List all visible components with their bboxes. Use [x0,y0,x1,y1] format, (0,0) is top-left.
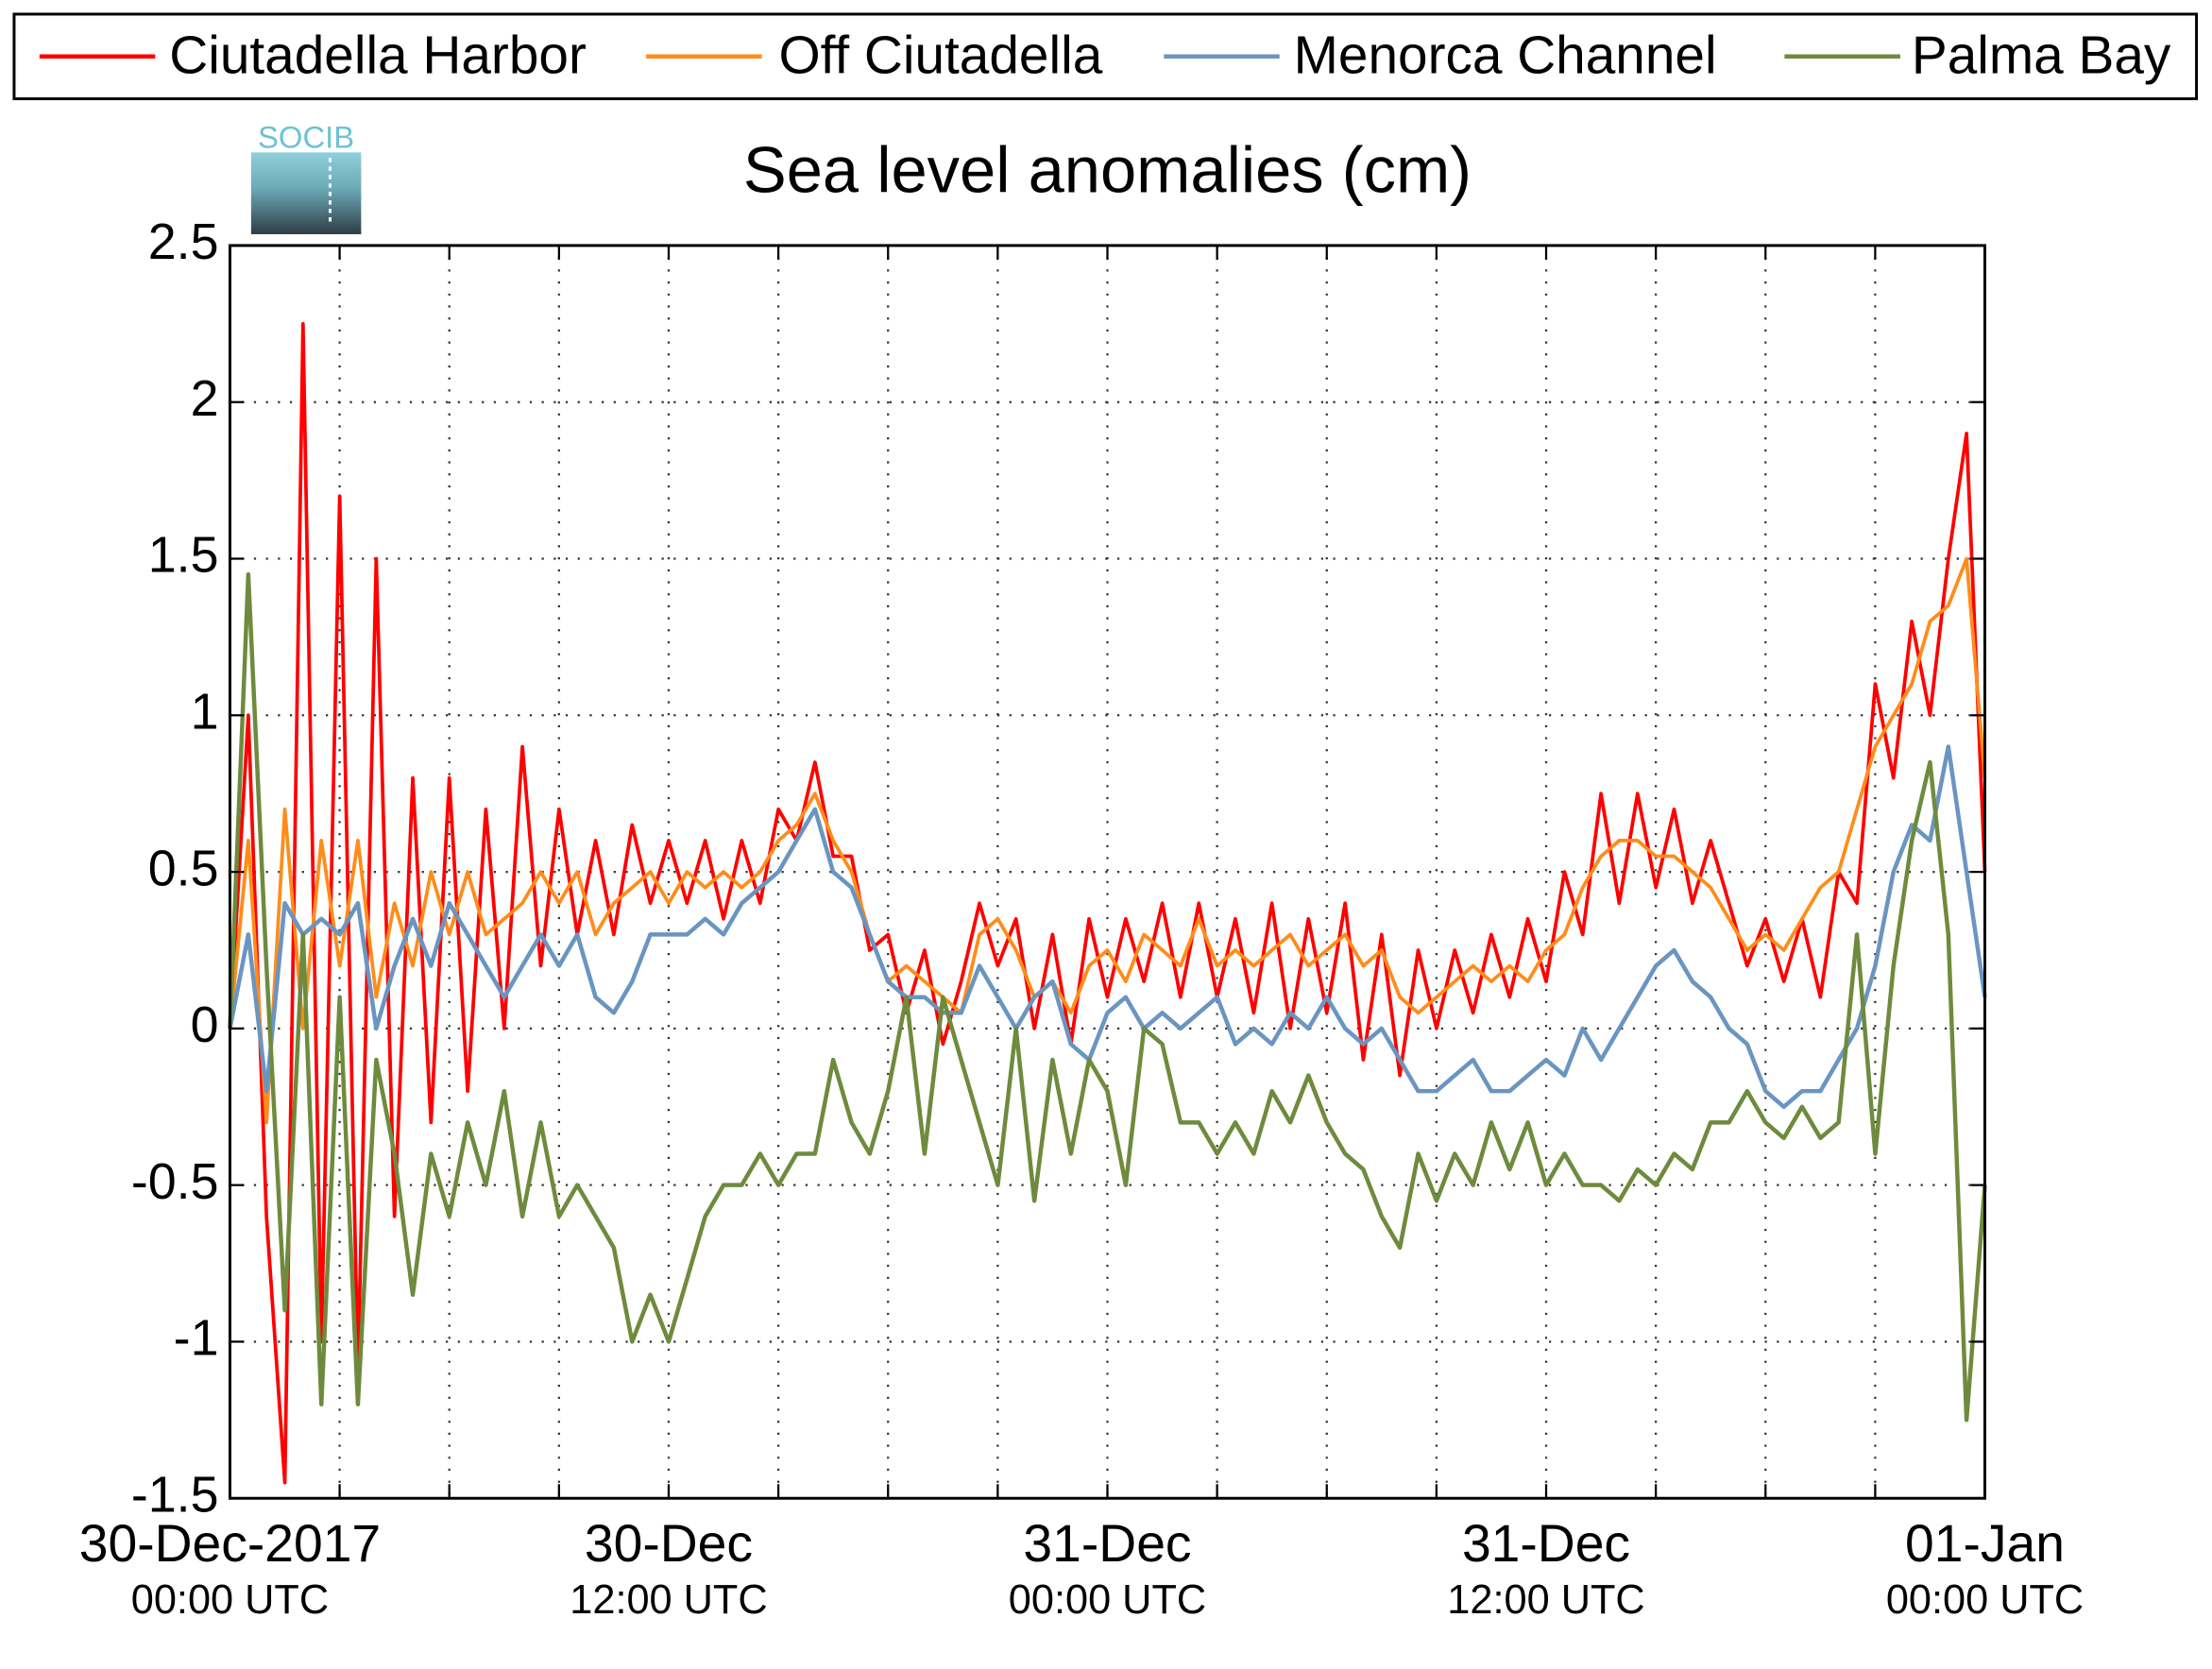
x-tick-sublabel: 00:00 UTC [131,1577,329,1623]
x-tick-label: 01-Jan [1905,1514,2065,1573]
x-tick-sublabel: 12:00 UTC [570,1577,767,1623]
chart-title: Sea level anomalies (cm) [743,133,1472,206]
legend: Ciutadella Harbor Off Ciutadella Menorca C… [39,26,2171,86]
y-tick-label: 0.5 [148,840,219,896]
data-line [228,556,1987,1125]
x-tick-sublabel: 00:00 UTC [1009,1577,1206,1623]
y-tick-label: -1 [174,1310,219,1367]
legend-label: Off Ciutadella [778,26,1102,86]
y-tick-label: 1 [191,683,219,740]
y-tick-label: -1.5 [131,1466,219,1523]
y-tick-label: 2 [191,370,219,427]
legend-label: Menorca Channel [1294,26,1717,86]
x-tick-sublabel: 12:00 UTC [1447,1577,1644,1623]
x-tick-label: 30-Dec [585,1514,753,1573]
y-tick-label: 2.5 [148,213,219,270]
legend-label: Ciutadella Harbor [169,26,587,86]
y-tick-label: 0 [191,996,219,1053]
y-tick-label: -0.5 [131,1153,219,1210]
data-line [228,321,1987,1485]
grid [229,244,1986,1500]
data-line [228,571,1987,1422]
logo-text: SOCIB [258,120,354,155]
y-tick-label: 1.5 [148,527,219,584]
legend-label: Palma Bay [1912,26,2171,86]
x-tick-label: 31-Dec [1462,1514,1630,1573]
x-tick-sublabel: 00:00 UTC [1886,1577,2084,1623]
x-tick-label: 31-Dec [1023,1514,1191,1573]
data-line [228,744,1987,1110]
logo [250,152,362,234]
plot-lines [228,321,1987,1485]
x-tick-label: 30-Dec-2017 [79,1514,381,1573]
